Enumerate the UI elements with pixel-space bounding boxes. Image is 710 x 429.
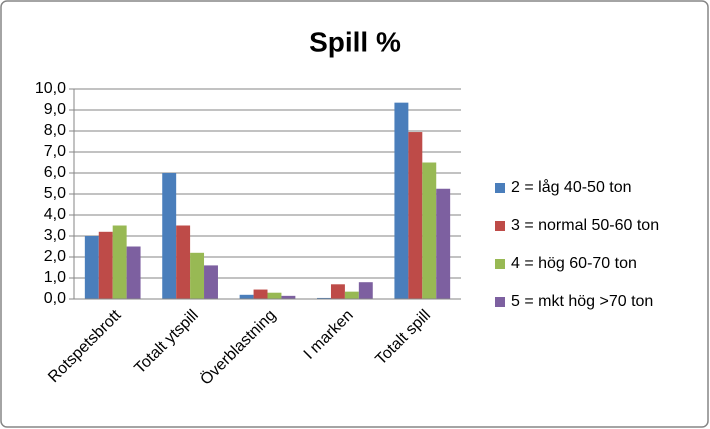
y-tick-label: 4,0 (44, 206, 66, 223)
bar (84, 236, 99, 299)
bar (190, 252, 205, 299)
y-tick-label: 1,0 (44, 269, 66, 286)
bar (204, 265, 218, 299)
y-tick-label: 7,0 (44, 143, 66, 160)
y-tick-label: 8,0 (44, 122, 66, 139)
bar (344, 291, 359, 299)
bar (408, 132, 423, 299)
legend-label: 5 = mkt hög >70 ton (511, 293, 653, 310)
y-tick-label: 6,0 (44, 164, 66, 181)
bar (436, 188, 451, 299)
bar (162, 173, 177, 299)
y-tick-label: 9,0 (44, 101, 66, 118)
legend-label: 4 = hög 60-70 ton (511, 255, 637, 272)
bar (253, 289, 268, 299)
bar (98, 231, 113, 299)
legend-swatch (495, 183, 505, 193)
bar (267, 292, 282, 299)
legend-label: 3 = normal 50-60 ton (511, 217, 659, 234)
bar (330, 284, 345, 299)
bar (112, 225, 127, 299)
bar (358, 282, 373, 299)
bar (394, 102, 409, 300)
y-tick-label: 10,0 (35, 80, 66, 97)
bar (239, 294, 254, 299)
legend-swatch (495, 221, 505, 231)
legend-swatch (495, 297, 505, 307)
y-tick-label: 0,0 (44, 290, 66, 307)
y-tick-label: 5,0 (44, 185, 66, 202)
y-tick-label: 3,0 (44, 227, 66, 244)
legend-label: 2 = låg 40-50 ton (511, 178, 632, 196)
bar (281, 295, 296, 299)
bar (317, 297, 331, 299)
bar (176, 225, 191, 299)
y-tick-label: 2,0 (44, 248, 66, 265)
chart-title: Spill % (309, 26, 401, 57)
bar (126, 246, 141, 299)
legend-swatch (495, 259, 505, 269)
bar (422, 162, 437, 299)
